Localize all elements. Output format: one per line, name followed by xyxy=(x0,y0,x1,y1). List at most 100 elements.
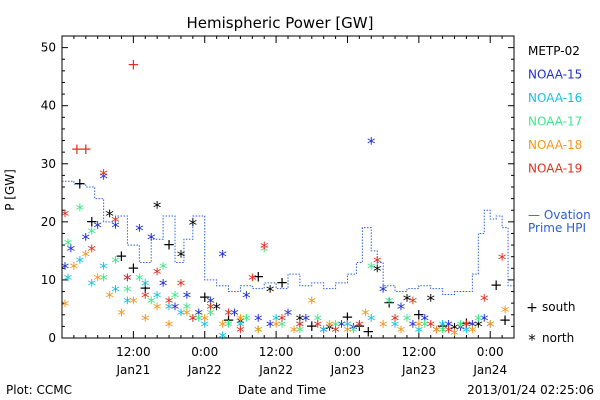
data-point-metp-02: + xyxy=(127,259,140,277)
x-tick-date-label: Jan23 xyxy=(330,363,365,377)
data-point-noaa-16: * xyxy=(236,317,245,337)
data-point-noaa-17: * xyxy=(438,323,447,343)
data-point-metp-02: + xyxy=(198,288,211,306)
data-point-noaa-15: * xyxy=(111,219,120,239)
data-point-noaa-19: + xyxy=(127,56,140,74)
data-point-noaa-16: * xyxy=(64,271,73,291)
data-point-noaa-18: * xyxy=(200,312,209,332)
data-point-metp-02: * xyxy=(105,207,114,227)
data-point-noaa-15: * xyxy=(230,306,239,326)
data-point-noaa-17: * xyxy=(242,312,251,332)
y-axis-label: P [GW] xyxy=(3,169,17,211)
y-tick-label: 0 xyxy=(48,331,56,345)
x-tick-time-label: 12:00 xyxy=(116,345,151,359)
x-tick-time-label: 0:00 xyxy=(334,345,361,359)
data-point-noaa-18: * xyxy=(468,323,477,343)
data-point-noaa-19: * xyxy=(99,166,108,186)
data-point-metp-02: + xyxy=(460,314,473,332)
data-point-noaa-18: * xyxy=(450,326,459,346)
data-point-noaa-15: * xyxy=(468,317,477,337)
data-point-noaa-15: * xyxy=(135,222,144,242)
data-point-metp-02: + xyxy=(276,273,289,291)
x-tick-date-label: Jan22 xyxy=(187,363,222,377)
data-point-noaa-15: * xyxy=(367,134,376,154)
data-point-noaa-15: * xyxy=(93,219,102,239)
data-point-noaa-17: * xyxy=(195,312,204,332)
data-point-noaa-18: * xyxy=(82,248,91,268)
data-point-metp-02: * xyxy=(450,320,459,340)
data-point-noaa-16: * xyxy=(415,323,424,343)
data-point-noaa-16: * xyxy=(99,259,108,279)
data-point-noaa-19: * xyxy=(462,317,471,337)
data-point-noaa-19: * xyxy=(177,277,186,297)
data-point-noaa-19: * xyxy=(260,239,269,259)
data-point-noaa-16: * xyxy=(141,277,150,297)
data-point-noaa-18: * xyxy=(165,317,174,337)
data-point-noaa-19: * xyxy=(391,312,400,332)
data-point-noaa-17: * xyxy=(331,317,340,337)
data-point-noaa-17: * xyxy=(206,306,215,326)
legend: METP-02 NOAA-15 NOAA-16 NOAA-17 NOAA-18 NOAA-… xyxy=(528,44,582,176)
legend-entry: NOAA-19 xyxy=(528,162,582,176)
data-point-noaa-19: * xyxy=(278,312,287,332)
marker-legend-label: north xyxy=(542,331,574,345)
data-point-noaa-17: * xyxy=(313,312,322,332)
data-point-noaa-17: * xyxy=(385,294,394,314)
data-point-metp-02: * xyxy=(403,291,412,311)
data-point-noaa-16: * xyxy=(76,254,85,274)
data-point-noaa-19: * xyxy=(153,265,162,285)
data-point-noaa-15: * xyxy=(337,317,346,337)
marker-legend-label: south xyxy=(542,300,576,314)
x-tick-time-label: 0:00 xyxy=(477,345,504,359)
data-point-noaa-19: * xyxy=(444,323,453,343)
data-point-noaa-15: * xyxy=(379,283,388,303)
data-point-noaa-17: * xyxy=(147,294,156,314)
data-point-noaa-17: * xyxy=(421,317,430,337)
data-point-noaa-18: * xyxy=(325,317,334,337)
data-point-metp-02: + xyxy=(306,317,319,335)
data-point-noaa-17: * xyxy=(64,236,73,256)
data-point-noaa-15: * xyxy=(266,317,275,337)
data-point-noaa-15: * xyxy=(349,320,358,340)
data-point-noaa-19: * xyxy=(426,317,435,337)
data-point-noaa-15: * xyxy=(171,300,180,320)
data-point-noaa-15: * xyxy=(206,294,215,314)
y-tick-label: 50 xyxy=(41,41,56,55)
data-point-noaa-15: * xyxy=(302,312,311,332)
data-point-noaa-19: * xyxy=(331,323,340,343)
data-point-noaa-16: * xyxy=(165,300,174,320)
data-point-noaa-19: * xyxy=(87,242,96,262)
ovation-hpi-line xyxy=(62,180,514,295)
y-tick-label: 30 xyxy=(41,157,56,171)
x-axis: 12:00 Jan21 0:00 Jan22 12:00 Jan22 0:00 Jan23 12… xyxy=(73,36,507,377)
data-point-noaa-18: * xyxy=(432,323,441,343)
data-point-noaa-15: * xyxy=(159,277,168,297)
data-point-metp-02: + xyxy=(222,311,235,329)
data-point-metp-02: + xyxy=(85,212,98,230)
data-point-noaa-19: * xyxy=(373,254,382,274)
data-point-noaa-15: * xyxy=(397,300,406,320)
data-point-noaa-19: * xyxy=(480,291,489,311)
data-point-metp-02: * xyxy=(474,317,483,337)
legend-ovation-line2: Prime HPI xyxy=(528,221,586,235)
data-point-metp-02: + xyxy=(115,247,128,265)
data-point-noaa-18: * xyxy=(486,317,495,337)
data-point-noaa-16: * xyxy=(486,317,495,337)
x-tick-date-label: Jan23 xyxy=(401,363,436,377)
data-point-noaa-19: * xyxy=(224,306,233,326)
data-point-metp-02: * xyxy=(426,291,435,311)
data-point-metp-02: + xyxy=(499,311,512,329)
data-point-noaa-17: * xyxy=(87,224,96,244)
data-point-noaa-17: * xyxy=(111,254,120,274)
data-point-noaa-16: * xyxy=(391,317,400,337)
data-point-noaa-15: * xyxy=(218,248,227,268)
data-point-noaa-16: * xyxy=(111,283,120,303)
data-point-noaa-19: * xyxy=(355,317,364,337)
data-point-noaa-15: * xyxy=(242,288,251,308)
data-point-noaa-19: * xyxy=(189,312,198,332)
data-point-noaa-19: * xyxy=(165,294,174,314)
data-point-noaa-18: * xyxy=(379,317,388,337)
data-point-noaa-15: * xyxy=(456,320,465,340)
data-point-noaa-18: * xyxy=(501,303,510,323)
data-point-noaa-15: * xyxy=(61,259,70,279)
